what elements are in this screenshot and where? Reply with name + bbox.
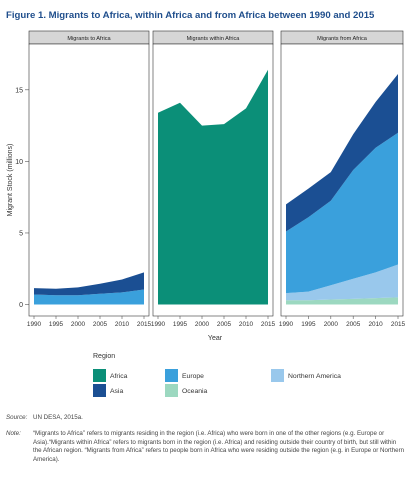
source-text: UN DESA, 2015a. <box>33 414 83 421</box>
x-tick-label: 2005 <box>93 321 108 328</box>
x-tick-label: 2010 <box>115 321 130 328</box>
legend-swatch-europe <box>165 369 178 382</box>
panel-title: Migrants to Africa <box>67 36 111 42</box>
legend-label-europe: Europe <box>182 373 204 380</box>
figure-title: Figure 1. Migrants to Africa, within Afr… <box>6 10 375 21</box>
area-europe <box>286 132 398 294</box>
legend-swatch-northern-america <box>271 369 284 382</box>
panel-title: Migrants within Africa <box>187 36 241 42</box>
chart: Migrant Stock (millions) 0 5 10 15 Migrants t… <box>7 30 406 397</box>
x-tick-label: 2010 <box>239 321 254 328</box>
area-asia <box>286 74 398 232</box>
y-tick-label: 10 <box>15 159 23 166</box>
x-tick-label: 1995 <box>173 321 188 328</box>
area-africa <box>158 69 268 305</box>
x-axis-label: Year <box>208 335 223 342</box>
x-tick-label: 2005 <box>346 321 361 328</box>
x-tick-label: 2000 <box>195 321 210 328</box>
x-tick-label: 1995 <box>301 321 316 328</box>
x-tick-label: 2015 <box>391 321 406 328</box>
x-tick-label: 1990 <box>27 321 42 328</box>
x-tick-label: 1990 <box>279 321 294 328</box>
note-block: Note: “Migrants to Africa” refers to mig… <box>6 430 406 464</box>
legend-label-asia: Asia <box>110 388 123 395</box>
area-oceania <box>286 297 398 305</box>
legend-label-northern-america: Northern America <box>288 373 341 380</box>
legend-title: Region <box>93 353 115 360</box>
panel-title: Migrants from Africa <box>317 36 368 42</box>
area-europe <box>34 289 144 305</box>
x-tick-label: 2000 <box>71 321 86 328</box>
y-axis-label: Migrant Stock (millions) <box>7 144 14 217</box>
legend-swatch-oceania <box>165 384 178 397</box>
note-text: “Migrants to Africa” refers to migrants … <box>33 430 405 463</box>
area-asia <box>34 272 144 296</box>
source-line: Source: UN DESA, 2015a. <box>6 414 83 421</box>
source-label: Source: <box>6 414 28 421</box>
legend-label-africa: Africa <box>110 373 128 380</box>
legend-swatch-asia <box>93 384 106 397</box>
panel-plot-area <box>28 43 150 317</box>
y-tick-label: 0 <box>19 302 23 309</box>
x-tick-label: 2005 <box>217 321 232 328</box>
area-northern-america <box>286 264 398 301</box>
x-tick-label: 2015 <box>261 321 276 328</box>
x-tick-label: 1990 <box>151 321 166 328</box>
x-tick-label: 2010 <box>368 321 383 328</box>
x-tick-label: 1995 <box>49 321 64 328</box>
legend-swatch-africa <box>93 369 106 382</box>
x-tick-label: 2015 <box>137 321 152 328</box>
legend-label-oceania: Oceania <box>182 388 208 395</box>
x-tick-label: 2000 <box>324 321 339 328</box>
y-tick-label: 5 <box>19 230 23 237</box>
y-tick-label: 15 <box>15 87 23 94</box>
note-label: Note: <box>6 430 21 437</box>
